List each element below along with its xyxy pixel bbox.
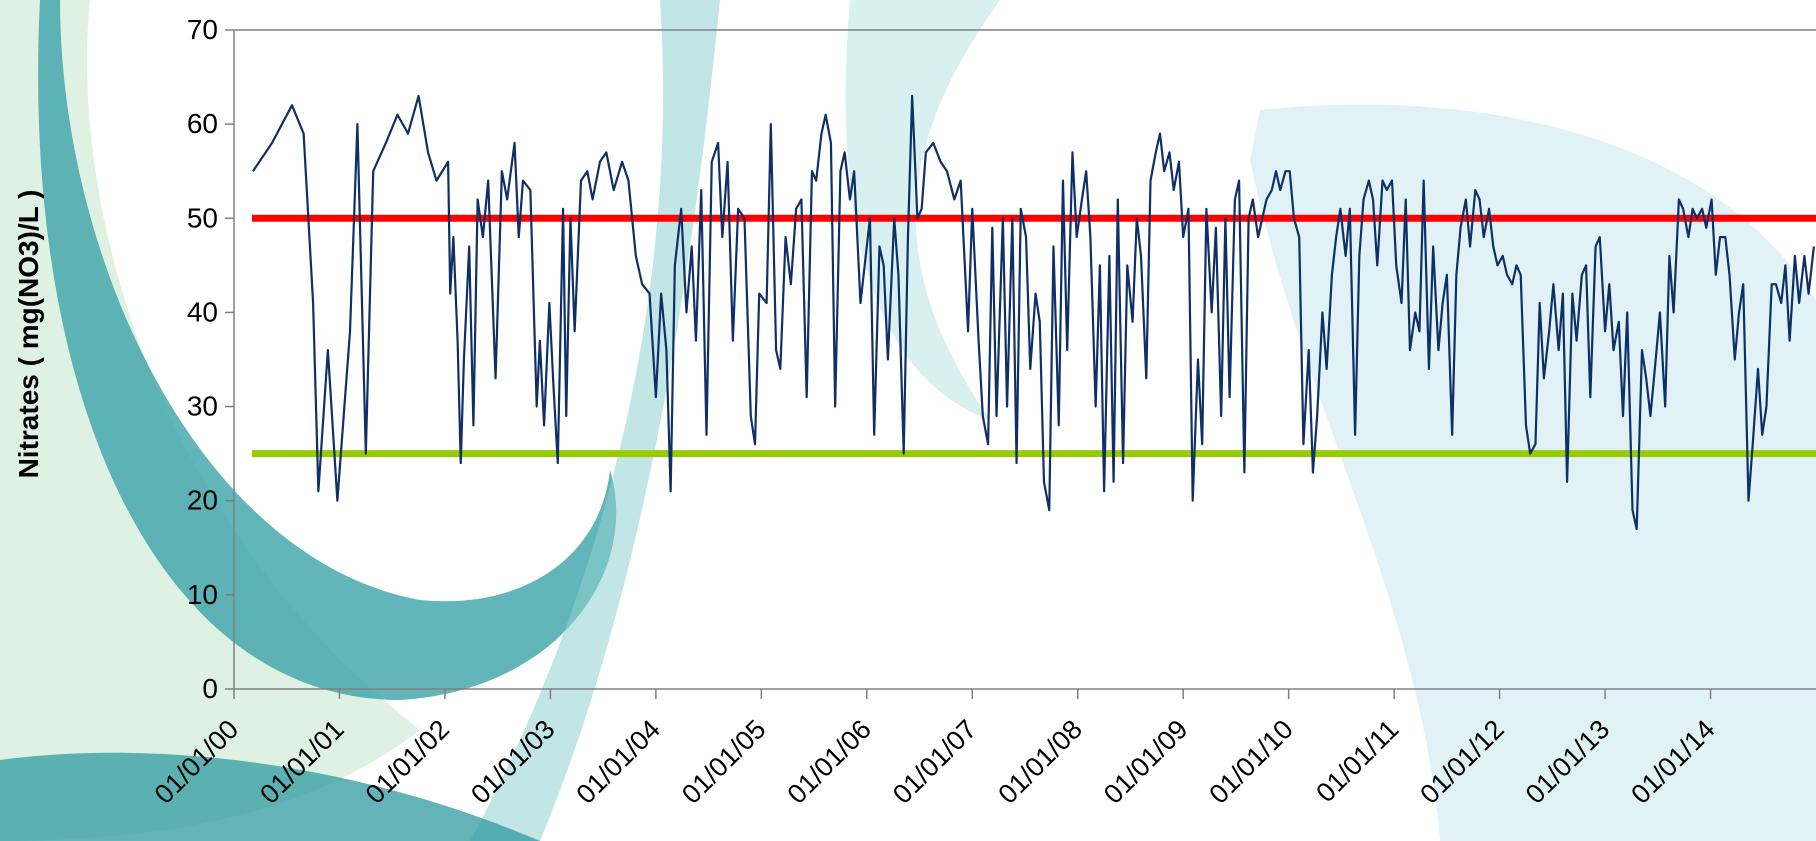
y-tick-label: 50 bbox=[187, 202, 218, 233]
y-tick-label: 40 bbox=[187, 296, 218, 327]
y-tick-label: 0 bbox=[202, 673, 218, 704]
y-tick-label: 10 bbox=[187, 579, 218, 610]
y-tick-label: 30 bbox=[187, 391, 218, 422]
y-tick-label: 70 bbox=[187, 14, 218, 45]
y-axis-title: Nitrates ( mg(NO3)/L ) bbox=[13, 190, 44, 479]
data-line bbox=[252, 94, 1815, 531]
y-tick-label: 20 bbox=[187, 485, 218, 516]
y-tick-label: 60 bbox=[187, 108, 218, 139]
